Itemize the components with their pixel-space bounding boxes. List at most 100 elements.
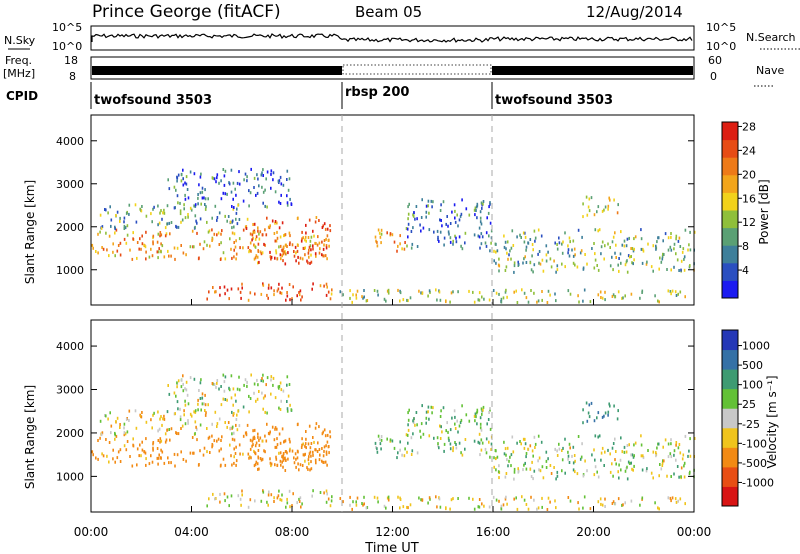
velocity-echo-cell [598, 434, 601, 438]
velocity-echo-cell [549, 464, 552, 467]
power-echo-cell [479, 216, 482, 220]
power-echo-cell [323, 222, 326, 226]
power-echo-cell [403, 247, 406, 251]
velocity-echo-cell [272, 376, 275, 380]
velocity-echo-cell [520, 442, 522, 446]
power-echo-cell [604, 298, 606, 302]
velocity-echo-cell [554, 499, 556, 503]
velocity-echo-cell [600, 502, 602, 506]
power-echo-cell [108, 254, 110, 258]
velocity-echo-cell [496, 455, 499, 459]
velocity-echo-cell [556, 470, 559, 474]
velocity-echo-cell [311, 494, 313, 498]
velocity-echo-cell [481, 502, 483, 506]
velocity-echo-cell [489, 427, 492, 431]
power-echo-cell [584, 253, 586, 256]
velocity-echo-cell [224, 421, 226, 424]
velocity-echo-cell [437, 444, 439, 448]
velocity-echo-cell [683, 464, 685, 468]
power-echo-cell [257, 261, 259, 265]
x-tick-label: 04:00 [174, 525, 209, 539]
velocity-echo-cell [399, 498, 402, 501]
velocity-echo-cell [647, 449, 649, 452]
colorbar-swatch [722, 427, 738, 448]
velocity-echo-cell [525, 452, 528, 455]
velocity-echo-cell [194, 410, 197, 414]
velocity-echo-cell [667, 442, 670, 446]
velocity-echo-cell [500, 507, 503, 511]
power-echo-cell [568, 254, 571, 258]
power-echo-cell [220, 241, 222, 245]
velocity-echo-cell [279, 451, 282, 455]
velocity-echo-cell [312, 436, 314, 439]
power-echo-cell [232, 181, 235, 185]
y-tick-label: 1000 [56, 264, 84, 277]
power-echo-cell [397, 244, 399, 248]
velocity-echo-cell [642, 456, 645, 460]
velocity-echo-cell [418, 496, 420, 500]
power-echo-cell [676, 258, 679, 262]
colorbar-swatch [722, 447, 738, 468]
power-echo-cell [657, 236, 659, 240]
y-tick-label: 3000 [56, 384, 84, 397]
power-echo-cell [627, 254, 630, 258]
power-echo-cell [386, 231, 388, 235]
velocity-echo-cell [179, 418, 182, 422]
power-echo-cell [298, 293, 301, 297]
velocity-echo-cell [266, 376, 269, 380]
velocity-echo-cell [464, 438, 467, 441]
velocity-echo-cell [223, 492, 226, 496]
velocity-echo-cell [452, 446, 454, 450]
velocity-echo-cell [399, 440, 401, 444]
velocity-echo-cell [527, 447, 529, 451]
velocity-echo-cell [321, 432, 324, 436]
power-echo-cell [175, 188, 177, 192]
power-echo-cell [280, 193, 282, 197]
velocity-echo-cell [666, 474, 668, 478]
power-echo-cell [293, 250, 295, 253]
velocity-echo-cell [461, 404, 463, 408]
velocity-echo-cell [445, 429, 447, 433]
power-echo-cell [258, 232, 260, 236]
power-echo-cell [525, 248, 527, 252]
power-echo-cell [468, 213, 471, 217]
power-echo-cell [489, 201, 491, 205]
y-tick-label: 4000 [56, 135, 84, 148]
velocity-echo-cell [312, 453, 314, 457]
power-echo-cell [452, 290, 454, 294]
velocity-echo-cell [667, 455, 670, 459]
power-echo-cell [167, 178, 169, 182]
velocity-echo-cell [397, 495, 399, 499]
velocity-echo-cell [439, 424, 441, 428]
power-echo-cell [625, 244, 628, 248]
power-echo-cell [464, 241, 466, 245]
velocity-echo-cell [116, 416, 119, 420]
power-echo-cell [689, 248, 692, 252]
power-echo-cell [176, 175, 178, 179]
power-echo-cell [119, 241, 122, 245]
power-echo-cell [533, 291, 535, 295]
velocity-echo-cell [505, 453, 507, 457]
velocity-echo-cell [193, 451, 195, 455]
velocity-echo-cell [436, 436, 439, 440]
power-echo-cell [241, 282, 243, 286]
power-echo-cell [683, 255, 686, 259]
velocity-echo-cell [573, 454, 576, 457]
velocity-echo-cell [689, 437, 691, 441]
velocity-echo-cell [190, 414, 193, 418]
nsky-left-tick-bottom: 10^0 [52, 40, 82, 53]
power-echo-cell [545, 259, 548, 263]
freq-tick-bottom: 8 [69, 70, 76, 83]
velocity-echo-cell [509, 455, 511, 459]
velocity-echo-cell [425, 410, 428, 414]
colorbar-tick-label: 4 [742, 264, 749, 277]
power-echo-cell [529, 261, 532, 265]
velocity-echo-cell [413, 417, 415, 421]
power-echo-cell [456, 213, 458, 217]
power-echo-cell [446, 215, 448, 218]
velocity-echo-cell [177, 432, 180, 436]
velocity-echo-cell [639, 503, 641, 507]
power-echo-cell [129, 248, 131, 252]
velocity-echo-cell [273, 496, 275, 500]
velocity-echo-cell [374, 441, 377, 445]
